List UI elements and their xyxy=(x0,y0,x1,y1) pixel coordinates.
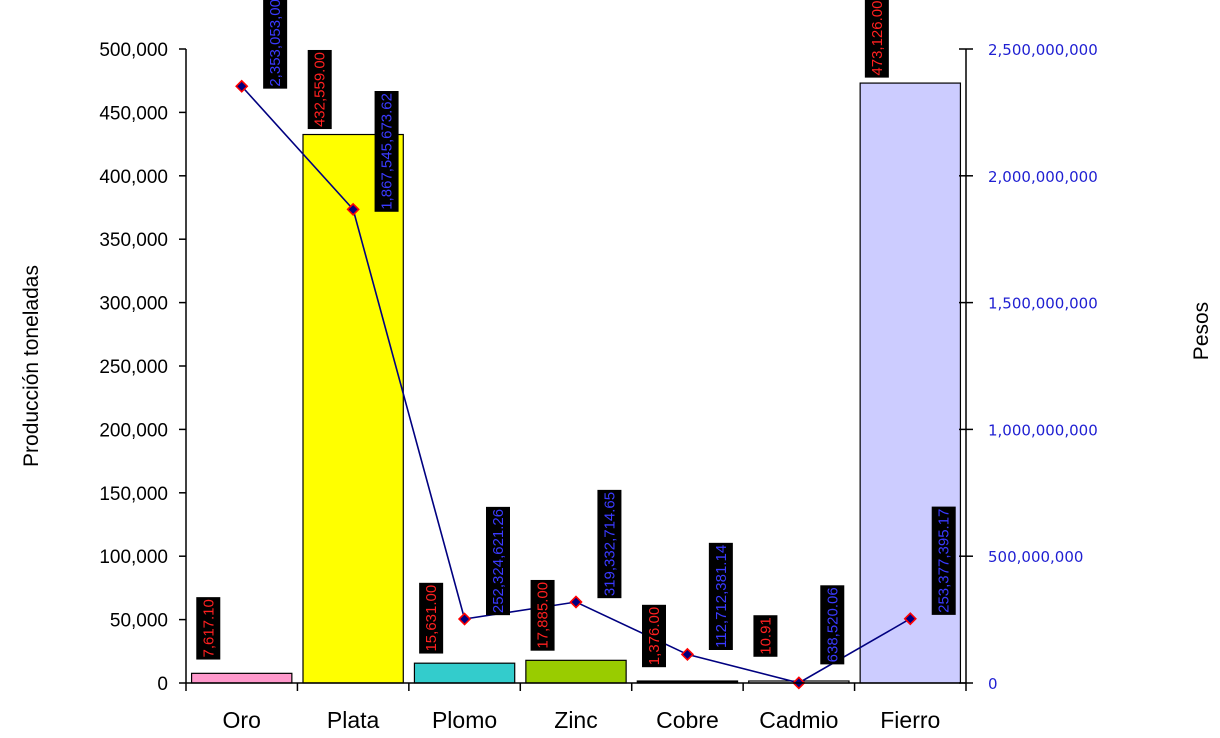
pesos-label-plata-text: 1,867,545,673.62 xyxy=(379,93,396,210)
pesos-point-cobre xyxy=(680,647,695,662)
pesos-label-oro-text: 2,353,053,008.85 xyxy=(267,0,284,87)
pesos-point-zinc xyxy=(569,595,583,609)
pesos-point-plata xyxy=(346,202,360,217)
pesos-label-plomo: 252,324,621.26 xyxy=(486,506,510,616)
axes-layer: 0 50,000 100,000 150,000 200,000 250,000 300,0… xyxy=(99,40,1097,733)
pesos-label-fierro: 253,377,395.17 xyxy=(931,506,956,615)
pesos-label-fierro-text: 253,377,395.17 xyxy=(936,509,953,613)
pesos-label-cadmio-box xyxy=(820,585,845,665)
bar-label-plata-box xyxy=(307,49,332,130)
bar-label-plomo: 15,631.00 xyxy=(419,582,444,654)
bar-label-plata-text: 432,559.00 xyxy=(312,52,329,127)
bar-label-plata: 432,559.00 xyxy=(307,49,332,130)
bar-label-plomo-text: 15,631.00 xyxy=(423,585,440,652)
bar-label-cobre: 1,376.00 xyxy=(642,604,666,668)
y-tick-label: 250,000 xyxy=(99,357,168,378)
y-tick-label: 50,000 xyxy=(110,611,168,632)
y-tick-label: 150,000 xyxy=(99,484,168,505)
y2-tick-label: 1,500,000,000 xyxy=(988,295,1098,313)
bar-label-cobre-box xyxy=(642,604,666,668)
pesos-label-oro-box xyxy=(263,0,288,89)
x-tick-label: Cadmio xyxy=(759,707,838,733)
x-tick-label: Plomo xyxy=(432,707,497,733)
bar-label-fierro-box xyxy=(864,0,889,78)
pesos-label-cobre-text: 112,712,381.14 xyxy=(713,545,730,648)
x-tick-label: Fierro xyxy=(880,707,940,733)
y2-tick-label: 500,000,000 xyxy=(988,548,1083,566)
x-tick-label: Zinc xyxy=(554,707,597,733)
y-tick-label: 200,000 xyxy=(99,420,168,441)
pesos-label-zinc-box xyxy=(597,489,622,599)
y-axis-title: Producción toneladas xyxy=(20,265,43,467)
pesos-label-cobre: 112,712,381.14 xyxy=(708,542,733,650)
bar-zinc xyxy=(525,659,627,684)
pesos-label-plomo-box xyxy=(486,506,510,616)
bar-label-oro: 7,617.10 xyxy=(196,597,221,660)
bars-layer xyxy=(190,82,962,684)
pesos-label-cadmio: 638,520.06 xyxy=(820,585,845,665)
y-tick-label: 0 xyxy=(157,674,168,695)
pesos-label-plata-box xyxy=(374,90,399,212)
y-tick-label: 400,000 xyxy=(99,167,168,188)
right-ticks: 0 500,000,000 1,000,000,000 1,500,000,000 2,… xyxy=(959,41,1098,693)
pesos-point-fierro xyxy=(903,612,917,626)
pesos-label-cadmio-text: 638,520.06 xyxy=(824,587,841,662)
bar-plata xyxy=(302,133,404,684)
y-tick-label: 300,000 xyxy=(99,294,168,315)
x-ticks: Oro Plata Plomo Zinc Cobre Cadmio Fierro xyxy=(185,683,967,733)
bar-label-cadmio-box xyxy=(753,615,778,657)
bar-label-fierro-text: 473,126.00 xyxy=(869,1,886,76)
bar-label-plomo-box xyxy=(419,582,444,654)
bar-label-fierro: 473,126.00 xyxy=(864,0,889,78)
bar-label-cobre-text: 1,376.00 xyxy=(646,607,663,665)
y2-tick-label: 2,000,000,000 xyxy=(988,168,1098,186)
bar-label-cadmio: 10.91 xyxy=(753,615,778,657)
pesos-point-plomo xyxy=(457,612,472,626)
x-tick-label: Plata xyxy=(327,707,380,733)
bar-label-oro-box xyxy=(196,597,221,660)
y-tick-label: 100,000 xyxy=(99,547,168,568)
bar-label-oro-text: 7,617.10 xyxy=(200,599,217,657)
bar-label-zinc-box xyxy=(530,579,555,651)
bar-label-cadmio-text: 10.91 xyxy=(757,617,774,655)
y-tick-label: 450,000 xyxy=(99,103,168,124)
y2-tick-label: 0 xyxy=(988,675,998,693)
pesos-label-cobre-box xyxy=(708,542,733,650)
pesos-label-plata: 1,867,545,673.62 xyxy=(374,90,399,212)
y2-tick-label: 1,000,000,000 xyxy=(988,421,1098,439)
pesos-label-zinc-text: 319,332,714.65 xyxy=(601,492,618,596)
pesos-label-plomo-text: 252,324,621.26 xyxy=(490,509,507,613)
x-tick-label: Cobre xyxy=(656,707,719,733)
pesos-label-zinc: 319,332,714.65 xyxy=(597,489,622,599)
labels-layer: 7,617.10 432,559.00 15,631.00 17,885.00 1,37… xyxy=(196,0,956,668)
bar-plomo xyxy=(413,662,516,684)
y2-axis-title: Pesos xyxy=(1190,302,1213,360)
pesos-label-oro: 2,353,053,008.85 xyxy=(263,0,288,89)
left-ticks: 0 50,000 100,000 150,000 200,000 250,000 300,0… xyxy=(99,40,186,695)
bar-label-zinc-text: 17,885.00 xyxy=(535,582,552,649)
y-tick-label: 350,000 xyxy=(99,230,168,251)
bar-label-zinc: 17,885.00 xyxy=(530,579,555,651)
bar-oro xyxy=(190,672,293,684)
x-tick-label: Oro xyxy=(223,707,261,733)
pesos-label-fierro-box xyxy=(931,506,956,615)
pesos-point-oro xyxy=(235,79,249,93)
y2-tick-label: 2,500,000,000 xyxy=(988,41,1098,59)
y-tick-label: 500,000 xyxy=(99,40,168,61)
